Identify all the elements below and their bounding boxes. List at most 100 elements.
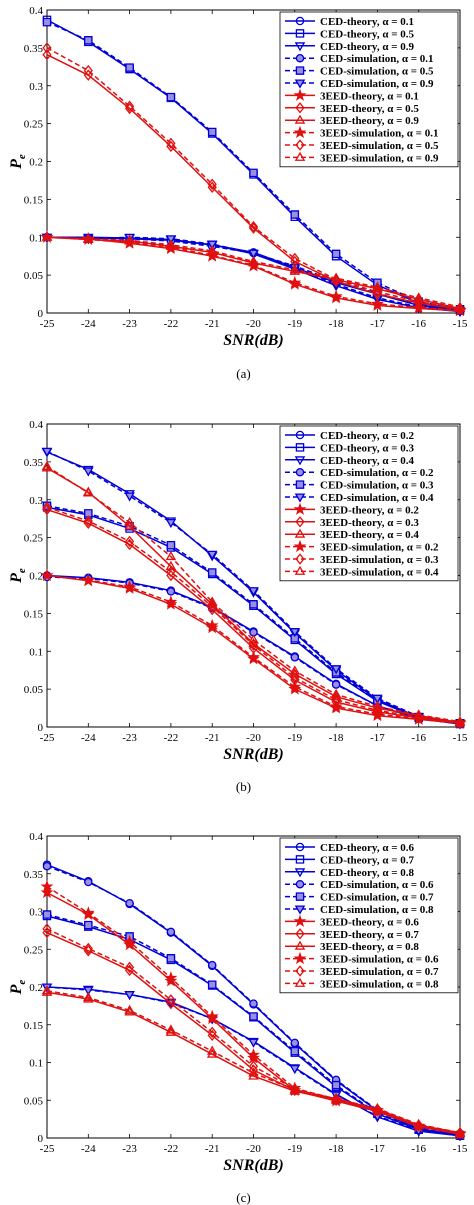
y-tick-label: 0.1 [29, 1058, 43, 1070]
data-point [248, 255, 259, 266]
data-point [290, 252, 300, 265]
legend-label: 3EED-simulation, α = 0.9 [320, 152, 439, 164]
data-point [124, 1004, 135, 1014]
y-tick-label: 0.4 [29, 831, 43, 843]
data-point [83, 467, 94, 477]
legend-label: 3EED-simulation, α = 0.8 [320, 978, 439, 990]
x-axis-label: SNR(dB) [223, 1157, 283, 1174]
data-point [164, 595, 178, 608]
y-tick-label: 0.2 [29, 571, 43, 583]
legend-marker [294, 151, 306, 161]
data-point [248, 1067, 259, 1077]
series-line [46, 47, 461, 310]
data-point [124, 961, 135, 974]
legend-label: 3EED-simulation, α = 0.6 [320, 954, 439, 966]
data-point [248, 1038, 259, 1048]
data-point [124, 100, 135, 112]
legend-box [279, 837, 459, 994]
y-tick-label: 0.3 [29, 495, 43, 507]
data-point [165, 518, 177, 529]
legend-entry: CED-theory, α = 0.9 [285, 41, 414, 53]
legend-label: CED-simulation, α = 0.8 [320, 904, 434, 916]
data-point [166, 994, 176, 1006]
data-point [330, 688, 342, 698]
legend-entry: 3EED-simulation, α = 0.7 [285, 965, 439, 978]
data-point [454, 301, 466, 311]
x-tick-label: -24 [81, 1143, 96, 1155]
legend-label: CED-theory, α = 0.7 [320, 854, 414, 866]
x-tick-label: -22 [164, 732, 179, 744]
data-point [125, 63, 134, 72]
data-point [166, 954, 176, 963]
legend-entry: 3EED-simulation, α = 0.9 [285, 151, 439, 164]
legend-marker [294, 493, 306, 503]
legend-label: 3EED-theory, α = 0.7 [320, 929, 419, 941]
legend-label: CED-theory, α = 0.5 [320, 28, 414, 40]
data-point [42, 17, 52, 27]
data-point [289, 264, 301, 274]
legend-marker [293, 125, 307, 139]
data-point [125, 898, 134, 908]
legend-marker [295, 53, 305, 63]
data-point [330, 1093, 342, 1103]
legend-label: CED-simulation, α = 0.6 [320, 879, 434, 891]
y-axis-label: Pe [8, 568, 28, 584]
data-point [41, 231, 53, 241]
data-point [329, 699, 343, 713]
legend-entry: 3EED-simulation, α = 0.6 [285, 951, 439, 966]
legend-entry: 3EED-simulation, α = 0.5 [285, 139, 439, 152]
x-axis-label: SNR(dB) [223, 332, 283, 349]
data-point [42, 923, 52, 935]
data-point [331, 249, 341, 259]
data-point [248, 249, 259, 259]
data-point [83, 487, 94, 497]
data-point [164, 971, 178, 984]
legend-label: CED-simulation, α = 0.5 [320, 66, 434, 78]
x-tick-label: -21 [205, 1143, 220, 1155]
data-point [83, 986, 94, 996]
data-point [83, 233, 94, 243]
x-tick-label: -21 [205, 732, 220, 744]
y-tick-label: 0 [38, 722, 44, 734]
data-point [83, 991, 94, 1002]
x-tick-label: -24 [81, 318, 96, 330]
data-point [249, 999, 258, 1008]
data-point [124, 516, 135, 527]
data-point [330, 665, 342, 675]
y-tick-label: 0.2 [29, 157, 43, 169]
data-point [290, 210, 300, 219]
data-point [372, 700, 383, 711]
legend-marker [295, 66, 305, 75]
legend-entry: CED-simulation, α = 0.1 [285, 53, 434, 65]
y-tick-label: 0.15 [24, 194, 44, 206]
y-tick-label: 0.3 [29, 81, 43, 93]
legend-entry: 3EED-theory, α = 0.5 [285, 102, 419, 115]
legend-label: CED-simulation, α = 0.9 [320, 78, 434, 90]
data-point [330, 272, 342, 282]
data-point [205, 618, 219, 631]
x-tick-label: -23 [122, 1143, 137, 1155]
legend-marker [293, 539, 307, 553]
data-point [249, 600, 258, 609]
legend-label: CED-theory, α = 0.9 [320, 41, 414, 53]
y-axis-label-main: P [8, 984, 25, 995]
x-axis-label: SNR(dB) [223, 746, 283, 763]
series-line [46, 508, 461, 724]
data-point [124, 234, 135, 244]
data-point [123, 580, 137, 593]
legend-entry: CED-theory, α = 0.4 [285, 455, 414, 467]
series-12 [41, 985, 466, 1137]
x-tick-label: -21 [205, 318, 220, 330]
legend-entry: 3EED-theory, α = 0.9 [285, 114, 419, 127]
data-point [206, 1045, 218, 1055]
data-point [288, 275, 302, 289]
legend-marker [295, 879, 305, 889]
y-tick-label: 0.25 [24, 533, 44, 545]
data-point [165, 239, 177, 249]
data-point [207, 568, 217, 577]
legend-label: 3EED-simulation, α = 0.2 [320, 542, 439, 554]
x-tick-label: -18 [329, 1143, 344, 1155]
data-point [42, 861, 52, 871]
